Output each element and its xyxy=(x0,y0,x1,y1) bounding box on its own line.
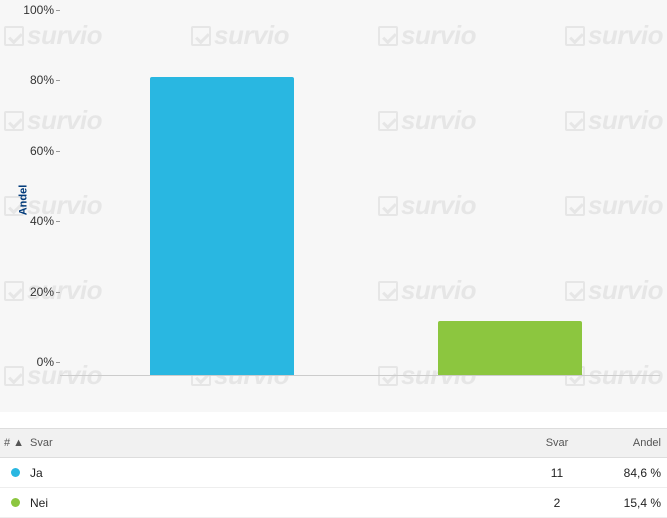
bar-nei xyxy=(438,321,582,375)
y-tick-label: 0% xyxy=(18,355,54,369)
col-header-number[interactable]: # ▲ xyxy=(0,437,30,449)
col-header-count[interactable]: Svar xyxy=(517,437,597,449)
series-dot xyxy=(0,498,30,507)
row-count: 2 xyxy=(517,496,597,510)
table-header-row: # ▲ Svar Svar Andel xyxy=(0,428,667,458)
plot-region: 0%20%40%60%80%100% Andel xyxy=(60,0,660,400)
chart-area: surviosurviosurviosurviosurviosurviosurv… xyxy=(0,0,667,412)
bar-ja xyxy=(150,77,294,375)
table-row: Ja1184,6 % xyxy=(0,458,667,488)
y-tick-label: 20% xyxy=(18,285,54,299)
row-label: Ja xyxy=(30,466,517,480)
row-percent: 15,4 % xyxy=(597,496,667,510)
y-tick-label: 80% xyxy=(18,73,54,87)
row-percent: 84,6 % xyxy=(597,466,667,480)
y-axis-label: Andel xyxy=(17,185,29,216)
row-count: 11 xyxy=(517,466,597,480)
y-tick-label: 100% xyxy=(18,3,54,17)
x-axis-baseline xyxy=(60,375,660,376)
series-dot xyxy=(0,468,30,477)
table-row: Nei215,4 % xyxy=(0,488,667,518)
y-tick-label: 60% xyxy=(18,144,54,158)
data-table: # ▲ Svar Svar Andel Ja1184,6 %Nei215,4 % xyxy=(0,428,667,518)
row-label: Nei xyxy=(30,496,517,510)
y-tick-label: 40% xyxy=(18,214,54,228)
col-header-share[interactable]: Andel xyxy=(597,437,667,449)
col-header-answer[interactable]: Svar xyxy=(30,437,517,449)
